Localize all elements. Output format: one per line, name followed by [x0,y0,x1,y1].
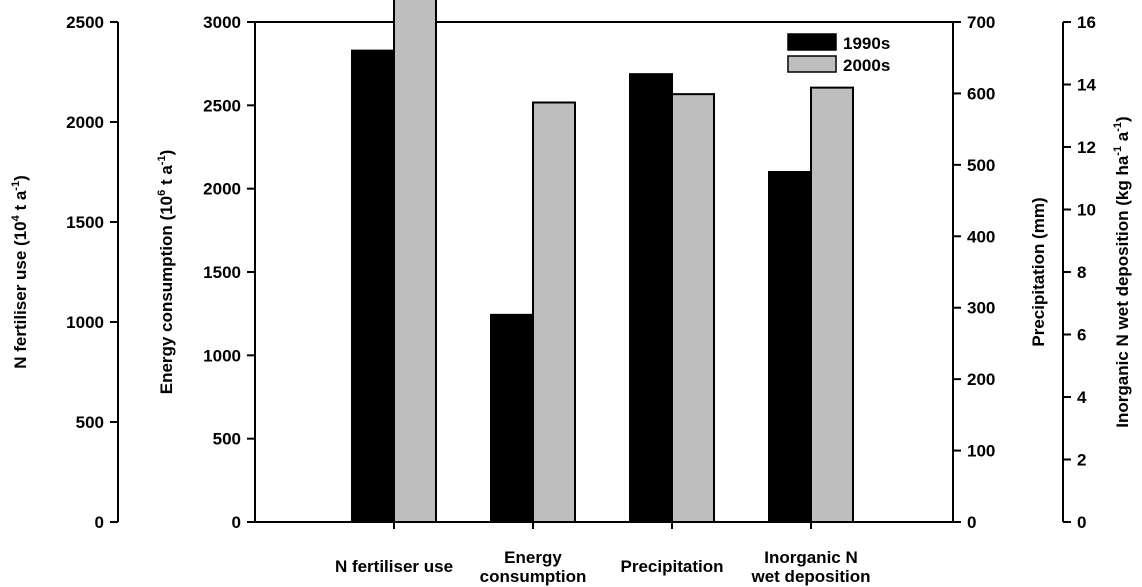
axis-title-part: Energy consumption (10 [157,196,176,394]
y-tick-label-precip: 600 [967,84,995,103]
y-tick-label-depo: 8 [1077,263,1086,282]
axis-title-part: -1 [1112,146,1124,156]
y-tick-label-depo: 2 [1077,451,1086,470]
y-tick-label-depo: 16 [1077,13,1096,32]
y-axis-title-depo: Inorganic N wet deposition (kg ha-1 a-1) [1112,116,1132,427]
legend-swatch-1990s [787,33,837,51]
axis-title-part: -1 [1112,122,1124,132]
y-tick-label-precip: 400 [967,227,995,246]
axis-title-part: ) [11,175,30,181]
x-tick-label: Precipitation [621,557,724,576]
y-tick-label-depo: 12 [1077,138,1096,157]
y-tick-label-fert: 1500 [66,213,104,232]
axis-title-part: -1 [10,181,22,191]
y-tick-label-precip: 700 [967,13,995,32]
axis-title-part: Precipitation (mm) [1029,197,1048,346]
y-tick-label-energy: 2000 [203,180,241,199]
y-tick-label-precip: 500 [967,156,995,175]
legend-label-2000s: 2000s [843,56,890,75]
y-tick-label-energy: 3000 [203,13,241,32]
y-axis-title-fert: N fertiliser use (104 t a-1) [10,175,30,369]
y-tick-label-depo: 6 [1077,326,1086,345]
y-tick-label-fert: 0 [95,513,104,532]
bar-2000s-2 [671,93,715,524]
bar-1990s-1 [490,313,534,524]
bar-1990s-0 [351,49,395,523]
y-tick-label-energy: 0 [232,513,241,532]
x-tick-label: N fertiliser use [335,557,453,576]
y-axis-title-energy: Energy consumption (106 t a-1) [156,150,176,395]
x-tick-label: wet deposition [751,567,871,586]
y-tick-label-depo: 10 [1077,201,1096,220]
y-tick-label-precip: 0 [967,513,976,532]
axis-title-part: N fertiliser use (10 [11,221,30,368]
y-tick-label-depo: 4 [1077,388,1087,407]
y-tick-label-energy: 2500 [203,96,241,115]
bar-1990s-3 [768,171,812,523]
y-tick-label-fert: 1000 [66,313,104,332]
y-tick-label-energy: 500 [213,430,241,449]
legend-label-1990s: 1990s [843,34,890,53]
bar-2000s-3 [810,86,854,523]
axis-title-part: t a [11,190,30,215]
axis-title-part: ) [1113,116,1132,122]
y-tick-label-fert: 2500 [66,13,104,32]
y-tick-label-depo: 0 [1077,513,1086,532]
y-tick-label-precip: 300 [967,299,995,318]
x-tick-label: Inorganic N [764,548,858,567]
y-tick-label-energy: 1000 [203,346,241,365]
y-tick-label-fert: 2000 [66,113,104,132]
y-tick-label-precip: 200 [967,370,995,389]
y-tick-label-energy: 1500 [203,263,241,282]
axis-title-part: a [1113,131,1132,146]
y-tick-label-precip: 100 [967,442,995,461]
axis-title-part: Inorganic N wet deposition (kg ha [1113,155,1132,428]
axis-title-part: 4 [10,214,22,221]
y-tick-label-depo: 14 [1077,76,1096,95]
axis-title-part: t a [157,165,176,190]
axis-title-part: -1 [156,155,168,165]
axis-title-part: 6 [156,190,168,196]
y-tick-label-fert: 500 [76,413,104,432]
x-tick-label: consumption [480,567,587,586]
bar-2000s-0 [393,0,437,524]
x-tick-label: Energy [504,548,562,567]
legend-swatch-2000s [787,55,837,73]
bar-2000s-1 [532,101,576,523]
axis-title-part: ) [157,150,176,156]
y-axis-title-precip: Precipitation (mm) [1029,197,1048,346]
bar-1990s-2 [629,73,673,524]
